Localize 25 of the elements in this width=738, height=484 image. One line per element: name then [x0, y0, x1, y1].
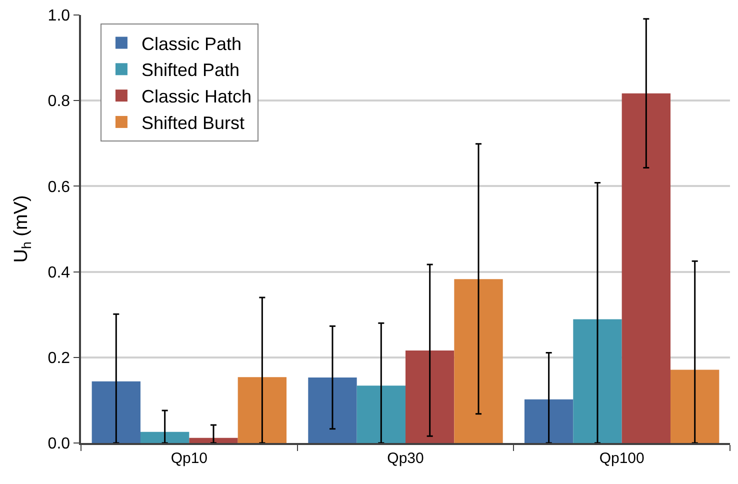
legend-label: Classic Hatch — [141, 86, 252, 107]
y-tick-label: 0.0 — [48, 436, 70, 453]
legend-label: Shifted Path — [141, 60, 240, 80]
bar — [573, 319, 622, 443]
bar — [454, 279, 503, 443]
x-tick-label: Qp10 — [170, 450, 208, 467]
y-tick-label: 0.6 — [48, 178, 70, 196]
y-tick-label: 0.2 — [48, 350, 70, 367]
bar — [92, 381, 140, 443]
bar — [406, 350, 454, 443]
y-tick-label: 0.4 — [48, 264, 70, 282]
bar — [356, 386, 406, 443]
bar — [622, 93, 671, 443]
x-tick-label: Qp30 — [387, 450, 424, 467]
bar — [670, 370, 720, 443]
bar — [140, 432, 190, 443]
y-tick-label: 0.8 — [48, 93, 70, 110]
bar — [308, 378, 357, 443]
legend-label: Shifted Burst — [141, 112, 245, 133]
legend-label: Classic Path — [141, 34, 242, 54]
bar — [189, 438, 238, 443]
bar — [524, 399, 574, 443]
bar — [238, 377, 287, 443]
y-tick-label: 1.0 — [48, 8, 70, 25]
x-tick-label: Qp100 — [599, 450, 644, 467]
